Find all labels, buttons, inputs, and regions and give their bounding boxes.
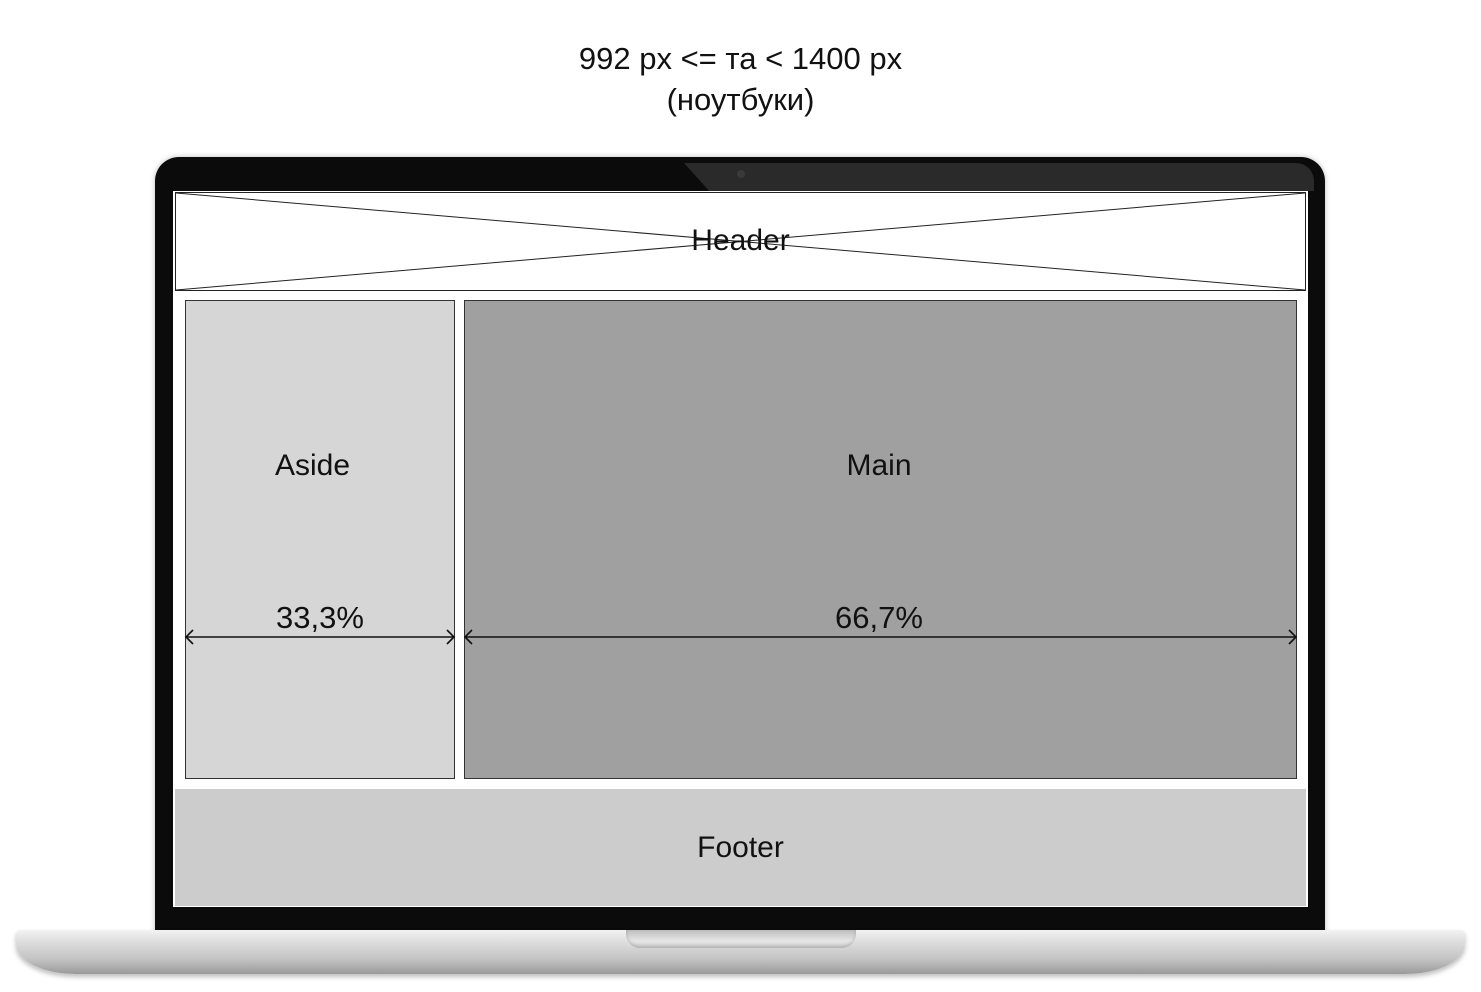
- aside-label: Aside: [274, 449, 351, 482]
- footer-label: Footer: [697, 831, 784, 864]
- device-caption: (ноутбуки): [666, 82, 815, 117]
- placeholder-cross-line-2: [176, 193, 1305, 290]
- camera-icon: [737, 170, 745, 178]
- header-label: Header: [691, 224, 790, 257]
- aside-width-label: 33,3%: [276, 600, 364, 635]
- breakpoint-caption: 992 px <= та < 1400 px: [578, 41, 903, 76]
- aside-block: [185, 300, 455, 779]
- main-label: Main: [846, 449, 912, 482]
- main-width-label: 66,7%: [835, 600, 923, 635]
- crossed-placeholder-icon: [176, 193, 1305, 290]
- footer-block: [175, 789, 1306, 906]
- main-block: [464, 300, 1297, 779]
- header-block: [175, 192, 1306, 291]
- lid-reflection: [684, 163, 1314, 191]
- laptop-notch: [626, 930, 856, 948]
